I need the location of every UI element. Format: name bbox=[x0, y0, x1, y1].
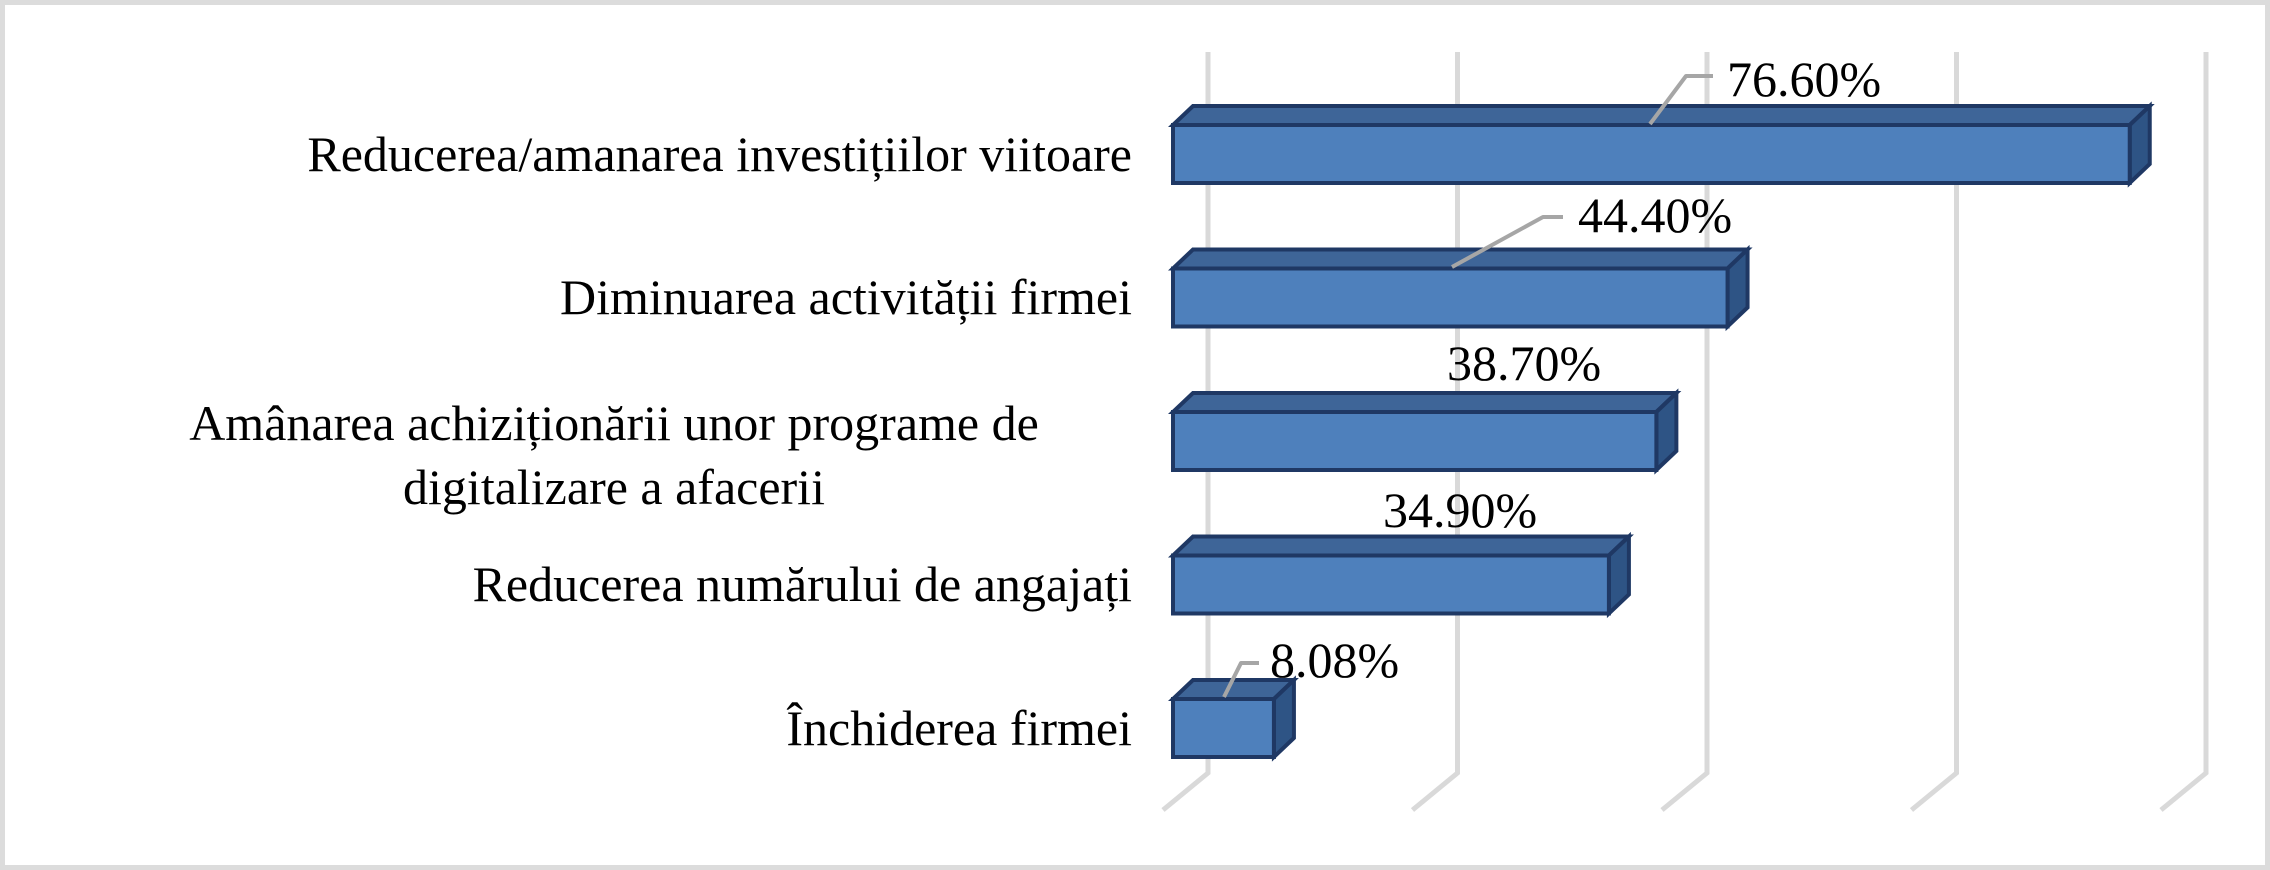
bar-front-face bbox=[1171, 553, 1611, 616]
bar-row bbox=[1167, 101, 2155, 188]
data-label: 34.90% bbox=[1383, 482, 1537, 538]
data-label: 38.70% bbox=[1447, 335, 1601, 391]
category-label: digitalizare a afacerii bbox=[403, 459, 825, 515]
gridline bbox=[2159, 52, 2209, 812]
category-label: Închiderea firmei bbox=[786, 700, 1132, 756]
bar-row bbox=[1167, 531, 1634, 619]
leader-line bbox=[1648, 74, 1713, 126]
bar-row bbox=[1167, 244, 1753, 332]
bar-front-face bbox=[1171, 410, 1659, 472]
bar-top-face bbox=[1167, 247, 1753, 271]
category-label: Amânarea achiziționării unor programe de bbox=[189, 395, 1039, 451]
leader-line bbox=[1222, 661, 1259, 698]
bar-front-face bbox=[1171, 123, 2132, 185]
data-label: 76.60% bbox=[1727, 51, 1881, 107]
gridline bbox=[1909, 52, 1959, 812]
category-label: Reducerea numărului de angajați bbox=[473, 556, 1132, 612]
bar-row bbox=[1167, 675, 1299, 762]
data-label: 8.08% bbox=[1270, 632, 1399, 688]
leader-line bbox=[1451, 215, 1563, 269]
bar-front-face bbox=[1171, 266, 1730, 329]
bar-top-face bbox=[1167, 391, 1682, 414]
bar-front-face bbox=[1171, 697, 1276, 759]
bar-chart-3d: 76.60% 44.40% 38.70% 34.90% 8.08% Reducerea/a… bbox=[189, 51, 2209, 812]
category-label: Reducerea/amanarea investițiilor viitoar… bbox=[307, 126, 1132, 182]
data-label: 44.40% bbox=[1578, 187, 1732, 243]
bar-top-face bbox=[1167, 534, 1634, 558]
bar-row bbox=[1167, 388, 1682, 475]
category-label: Diminuarea activității firmei bbox=[560, 269, 1132, 325]
